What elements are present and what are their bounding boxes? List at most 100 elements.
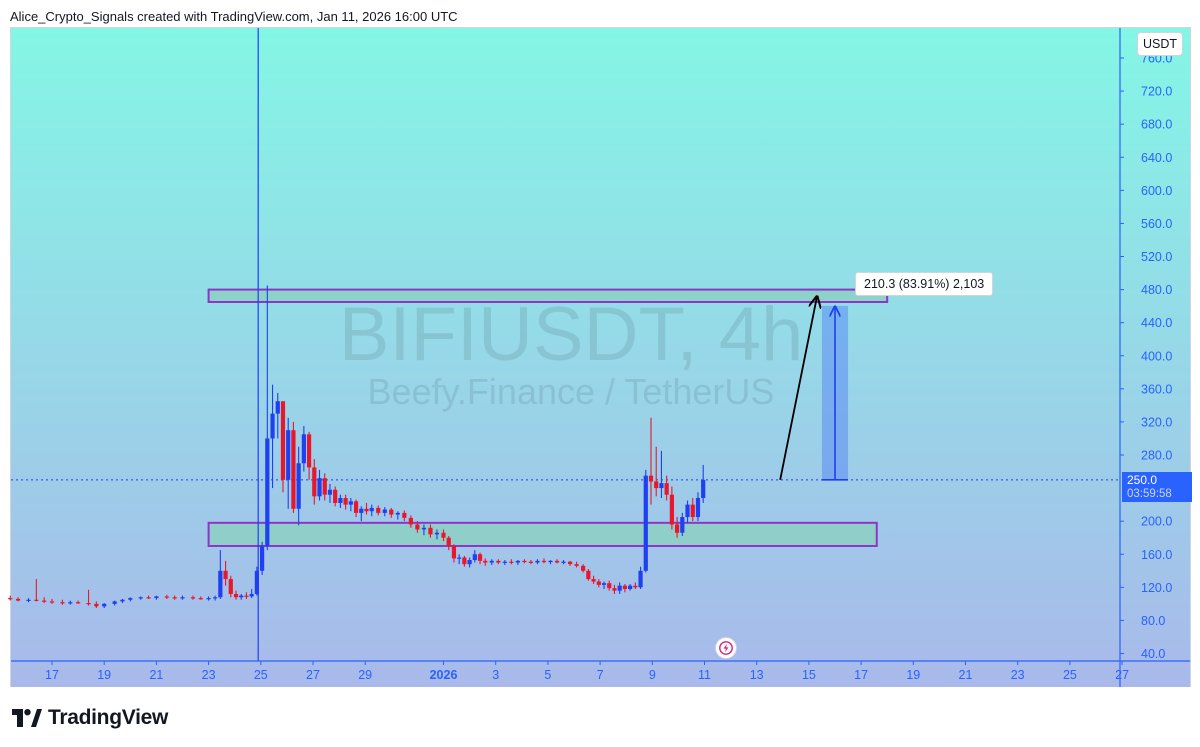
last-price-tag: 250.0 03:59:58 xyxy=(1122,472,1192,502)
candle-body xyxy=(306,434,312,468)
candle-body xyxy=(528,561,534,563)
measure-label: 210.3 (83.91%) 2,103 xyxy=(855,272,994,296)
candles-layer xyxy=(8,285,706,609)
candle-body xyxy=(322,478,327,495)
candle-body xyxy=(120,599,125,602)
price-tick-label: 160.0 xyxy=(1141,548,1172,562)
price-tick-label: 200.0 xyxy=(1141,515,1172,529)
candle-body xyxy=(270,413,275,439)
time-tick-label: 5 xyxy=(544,668,551,682)
last-price-value: 250.0 xyxy=(1127,473,1158,487)
time-tick-label: 13 xyxy=(750,668,764,682)
projection-arrow xyxy=(779,298,817,480)
chart-background xyxy=(11,28,1190,687)
candle-body xyxy=(369,507,374,512)
candle-body xyxy=(249,593,254,597)
candle-body xyxy=(664,483,669,495)
price-tick-label: 320.0 xyxy=(1141,415,1172,429)
marker-layer xyxy=(11,28,1120,661)
time-tick-label: 19 xyxy=(97,668,111,682)
candle-body xyxy=(68,602,73,604)
price-tick-label: 600.0 xyxy=(1141,184,1172,198)
candle-body xyxy=(244,595,249,597)
price-tick-label: 360.0 xyxy=(1141,382,1172,396)
currency-button[interactable]: USDT xyxy=(1137,32,1183,56)
candle-body xyxy=(434,532,440,535)
candle-body xyxy=(333,489,338,503)
watermark-symbol: BIFIUSDT, 4h xyxy=(339,292,804,377)
price-tick-label: 400.0 xyxy=(1141,349,1172,363)
candle-body xyxy=(206,598,211,600)
lightning-icon[interactable] xyxy=(715,637,737,659)
time-tick-label: 29 xyxy=(358,668,372,682)
candle-body xyxy=(146,597,151,599)
candle-body xyxy=(94,603,99,607)
candle-body xyxy=(477,554,483,561)
candle-body xyxy=(198,598,203,600)
candle-body xyxy=(338,498,343,503)
candle-body xyxy=(364,508,369,512)
time-tick-label: 7 xyxy=(597,668,604,682)
candle-body xyxy=(296,463,301,509)
candle-body xyxy=(301,434,306,464)
price-tick-label: 280.0 xyxy=(1141,449,1172,463)
measure-layer xyxy=(821,306,849,481)
candle-body xyxy=(567,561,573,565)
candle-body xyxy=(49,601,55,603)
candle-body xyxy=(489,560,494,563)
candle-body xyxy=(359,508,364,513)
candle-body xyxy=(180,597,185,599)
candle-body xyxy=(685,504,690,518)
candle-body xyxy=(218,570,223,598)
candle-body xyxy=(648,475,654,482)
candle-body xyxy=(382,509,387,513)
tradingview-logo[interactable]: TradingView xyxy=(12,704,168,732)
candle-body xyxy=(415,524,420,530)
candle-body xyxy=(654,481,659,489)
candle-body xyxy=(515,560,520,563)
candle-body xyxy=(76,602,81,604)
candle-body xyxy=(15,598,21,601)
candle-body xyxy=(291,430,296,509)
symbol-watermark: BIFIUSDT, 4h Beefy.Finance / TetherUS xyxy=(339,292,804,412)
candle-body xyxy=(239,595,244,598)
candle-body xyxy=(286,430,291,480)
watermark-description: Beefy.Finance / TetherUS xyxy=(368,371,775,412)
price-tick-label: 680.0 xyxy=(1141,118,1172,132)
candle-body xyxy=(462,557,467,565)
candle-body xyxy=(138,597,143,599)
candle-body xyxy=(574,564,579,566)
candle-body xyxy=(617,585,622,591)
candle-body xyxy=(128,598,133,600)
resistance-zone xyxy=(207,288,889,303)
time-tick-label: 17 xyxy=(854,668,868,682)
candle-body xyxy=(659,483,664,489)
candle-body xyxy=(60,602,65,604)
time-tick-label: 9 xyxy=(649,668,656,682)
candle-body xyxy=(421,527,427,530)
candle-body xyxy=(395,512,400,515)
candle-body xyxy=(327,489,333,495)
candle-body xyxy=(472,554,477,561)
candle-body xyxy=(695,498,701,518)
axis-layer: 760.0720.0680.0640.0600.0560.0520.0480.0… xyxy=(11,28,1190,687)
candle-body xyxy=(353,501,359,513)
support-zone xyxy=(207,521,878,547)
candle-body xyxy=(633,585,638,588)
candle-body xyxy=(690,504,695,518)
candle-body xyxy=(213,597,218,599)
bar-countdown: 03:59:58 xyxy=(1127,488,1172,500)
candle-body xyxy=(8,598,13,600)
price-tick-label: 520.0 xyxy=(1141,250,1172,264)
candle-body xyxy=(233,593,239,598)
candle-body xyxy=(701,479,706,499)
candle-body xyxy=(451,545,457,559)
candle-body xyxy=(343,498,348,505)
candle-body xyxy=(26,599,31,601)
candle-body xyxy=(591,579,596,582)
candle-body xyxy=(223,570,228,580)
candle-body xyxy=(601,583,607,585)
candle-body xyxy=(280,401,286,480)
candle-body xyxy=(428,527,433,535)
